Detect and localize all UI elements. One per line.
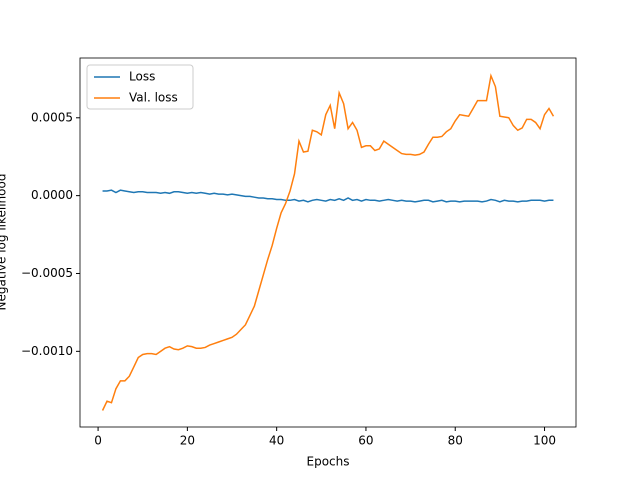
x-tick-label: 20	[180, 434, 195, 448]
series-line	[101, 73, 555, 411]
x-axis-label: Epochs	[307, 455, 350, 469]
series-line	[102, 189, 554, 203]
x-tick-label: 40	[269, 434, 284, 448]
x-tick-label: 100	[533, 434, 556, 448]
x-tick-label: 0	[94, 434, 102, 448]
y-tick-label: −0.0005	[21, 266, 73, 280]
x-tick-label: 60	[358, 434, 373, 448]
y-axis-label: Negative log likelihood	[0, 174, 9, 311]
legend-label: Loss	[129, 70, 155, 84]
x-tick-label: 80	[448, 434, 463, 448]
plot-frame	[79, 57, 577, 428]
y-tick-label: 0.0005	[31, 110, 73, 124]
y-tick-label: −0.0010	[21, 344, 73, 358]
y-tick-label: 0.0000	[31, 188, 73, 202]
legend-label: Val. loss	[129, 91, 178, 105]
